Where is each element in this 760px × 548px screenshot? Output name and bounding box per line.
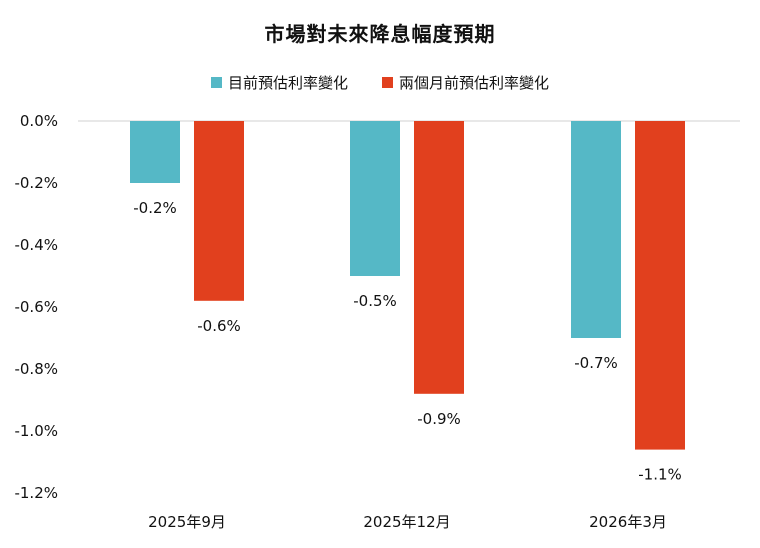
y-tick-label: -0.8% xyxy=(14,360,58,378)
legend-swatch-current xyxy=(210,77,222,88)
x-tick-label: 2025年9月 xyxy=(148,513,226,531)
y-tick-label: -0.6% xyxy=(14,298,58,316)
y-tick-label: -1.0% xyxy=(14,422,58,440)
data-label: -0.6% xyxy=(197,317,241,335)
bar xyxy=(194,121,244,301)
y-tick-label: 0.0% xyxy=(20,112,58,130)
bar xyxy=(350,121,400,276)
legend-item-two-months-ago: 兩個月前預估利率變化 xyxy=(382,72,549,93)
legend-label-two-months-ago: 兩個月前預估利率變化 xyxy=(399,74,550,92)
legend-label-current: 目前預估利率變化 xyxy=(227,74,348,92)
bar xyxy=(571,121,621,338)
x-tick-label: 2026年3月 xyxy=(589,513,667,531)
y-tick-label: -0.2% xyxy=(14,174,58,192)
data-label: -0.9% xyxy=(417,410,461,428)
bar xyxy=(414,121,464,394)
data-label: -0.2% xyxy=(133,199,177,217)
legend: 目前預估利率變化 兩個月前預估利率變化 xyxy=(0,72,760,93)
data-label: -1.1% xyxy=(638,466,682,484)
y-tick-label: -1.2% xyxy=(14,484,58,502)
bar xyxy=(635,121,685,450)
legend-swatch-two-months-ago xyxy=(382,77,393,88)
legend-item-current: 目前預估利率變化 xyxy=(210,72,348,93)
data-label: -0.7% xyxy=(574,354,618,372)
x-tick-label: 2025年12月 xyxy=(363,513,450,531)
y-tick-label: -0.4% xyxy=(14,236,58,254)
chart-title: 市場對未來降息幅度預期 xyxy=(264,22,496,46)
bar xyxy=(130,121,180,183)
data-label: -0.5% xyxy=(353,292,397,310)
